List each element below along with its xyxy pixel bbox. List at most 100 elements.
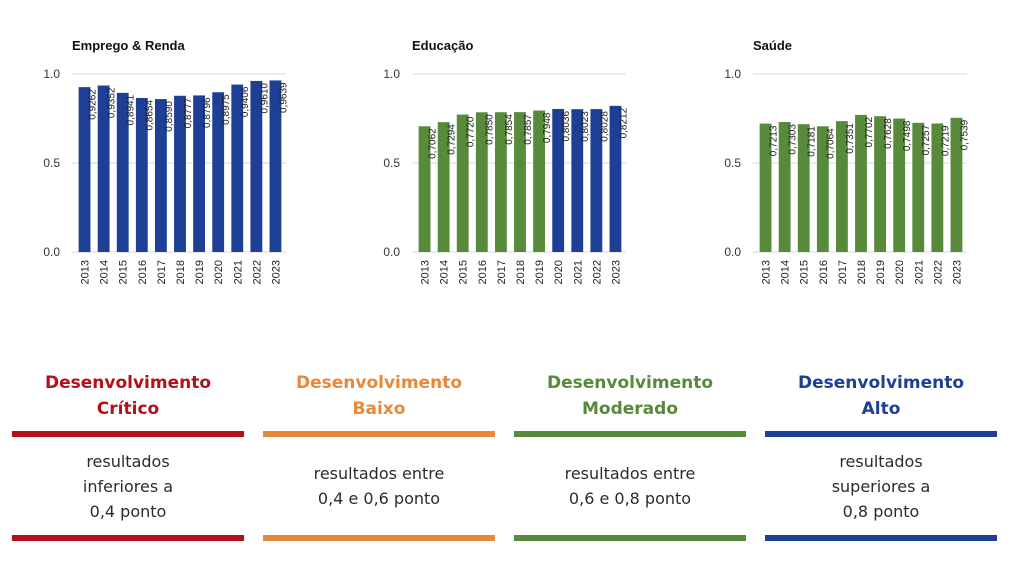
legend-moderado: Desenvolvimento Moderado resultados entr… (514, 370, 746, 541)
legend-desc-line: resultados (86, 451, 170, 471)
bar (912, 122, 925, 252)
y-tick-label: 1.0 (724, 67, 741, 81)
legend-rule-top (765, 431, 997, 437)
chart-title: Saúde (753, 38, 792, 53)
data-label: 0,8036 (561, 111, 572, 142)
data-label: 0,9406 (240, 86, 251, 117)
legend-title-line: Alto (861, 399, 901, 419)
x-tick-label: 2015 (799, 260, 811, 284)
legend-title-line: Baixo (352, 399, 406, 419)
bar (269, 80, 282, 252)
chart-panel-0: Emprego & Renda 0.0 0.5 1.0 0,9262 2013 0,9352… (43, 38, 289, 284)
legend-desc-line: 0,8 ponto (842, 501, 920, 521)
legend-alto: Desenvolvimento Alto resultados superior… (765, 370, 997, 541)
bar (571, 109, 584, 252)
data-label: 0,8212 (618, 107, 629, 138)
x-tick-label: 2019 (534, 260, 546, 284)
y-tick-label: 0.5 (43, 156, 60, 170)
bar (931, 123, 944, 252)
legend-baixo: Desenvolvimento Baixo resultados entre 0… (263, 370, 495, 541)
data-label: 0,7702 (864, 116, 875, 147)
legend-title-baixo: Desenvolvimento Baixo (263, 370, 495, 422)
bar (475, 112, 488, 253)
x-tick-label: 2017 (156, 260, 168, 284)
data-label: 0,7181 (807, 126, 818, 157)
legend-rule-bottom (12, 535, 244, 541)
bar (797, 124, 810, 252)
legend-desc-line: inferiores a (82, 476, 174, 496)
chart-title: Educação (412, 38, 473, 53)
charts-area: Emprego & Renda 0.0 0.5 1.0 0,9262 2013 0,9352… (43, 38, 970, 284)
bar (135, 97, 148, 252)
legend-desc-line: 0,6 e 0,8 ponto (568, 489, 692, 508)
bar (950, 117, 963, 252)
data-label: 0,8777 (183, 97, 194, 128)
data-label: 0,8941 (126, 94, 137, 125)
legend-desc-line: resultados entre (564, 464, 696, 483)
x-tick-label: 2017 (496, 260, 508, 284)
data-label: 0,7257 (921, 124, 932, 155)
y-tick-label: 1.0 (383, 67, 400, 81)
data-label: 0,7294 (447, 124, 458, 155)
legend-title-line: Desenvolvimento (295, 373, 463, 393)
legend-title-line: Desenvolvimento (44, 373, 212, 393)
bar (174, 95, 186, 252)
bar (609, 105, 622, 252)
data-label: 0,8796 (202, 97, 213, 128)
bar (97, 85, 110, 253)
x-tick-label: 2015 (118, 260, 130, 284)
bar (437, 122, 450, 252)
bar (154, 99, 167, 253)
data-label: 0,9610 (259, 83, 270, 114)
bar (250, 80, 263, 252)
y-tick-label: 0.5 (724, 156, 741, 170)
data-label: 0,7948 (542, 112, 553, 143)
x-tick-label: 2023 (610, 260, 622, 284)
y-tick-label: 0.0 (383, 245, 400, 259)
x-tick-label: 2021 (572, 260, 584, 284)
x-tick-label: 2018 (175, 260, 187, 284)
bar (759, 123, 772, 252)
bar (855, 114, 867, 252)
bar (418, 126, 431, 252)
bar (874, 116, 887, 252)
bar (231, 84, 244, 252)
legend-title-alto: Desenvolvimento Alto (765, 370, 997, 422)
legend-rule-top (12, 431, 244, 437)
x-tick-label: 2013 (80, 260, 92, 284)
x-tick-label: 2021 (913, 260, 925, 284)
data-label: 0,9352 (107, 87, 118, 118)
data-label: 0,7857 (523, 114, 534, 145)
data-label: 0,8654 (145, 100, 156, 131)
x-tick-label: 2022 (251, 260, 263, 284)
legend-desc-line: 0,4 e 0,6 ponto (317, 489, 441, 508)
y-tick-label: 0.5 (383, 156, 400, 170)
data-label: 0,7064 (826, 128, 837, 159)
legend-desc-alto: resultados superiores a 0,8 ponto (765, 437, 997, 535)
chart-panel-2: Saúde 0.0 0.5 1.0 0,7213 2013 0,7303 2014 0,7181… (724, 38, 970, 284)
data-label: 0,7628 (883, 118, 894, 149)
bar (533, 110, 546, 252)
x-tick-label: 2013 (761, 260, 773, 284)
x-tick-label: 2023 (951, 260, 963, 284)
x-tick-label: 2015 (458, 260, 470, 284)
data-label: 0,9262 (87, 89, 98, 120)
data-label: 0,7351 (845, 123, 856, 154)
x-tick-label: 2014 (439, 260, 451, 284)
y-tick-label: 0.0 (724, 245, 741, 259)
legend-desc-critico: resultados inferiores a 0,4 ponto (12, 437, 244, 535)
bar (893, 118, 906, 252)
x-tick-label: 2022 (591, 260, 603, 284)
bar (116, 92, 129, 253)
legend-desc-baixo: resultados entre 0,4 e 0,6 ponto (263, 437, 495, 535)
legend-title-line: Crítico (96, 399, 160, 419)
bar (816, 126, 829, 252)
x-tick-label: 2016 (137, 260, 149, 284)
bar (552, 108, 565, 252)
data-label: 0,9639 (278, 82, 289, 113)
legend-title-critico: Desenvolvimento Crítico (12, 370, 244, 422)
bar (456, 114, 469, 252)
legend-desc-line: superiores a (831, 476, 931, 496)
legend-critico: Desenvolvimento Crítico resultados infer… (12, 370, 244, 541)
legend-rule-top (263, 431, 495, 437)
